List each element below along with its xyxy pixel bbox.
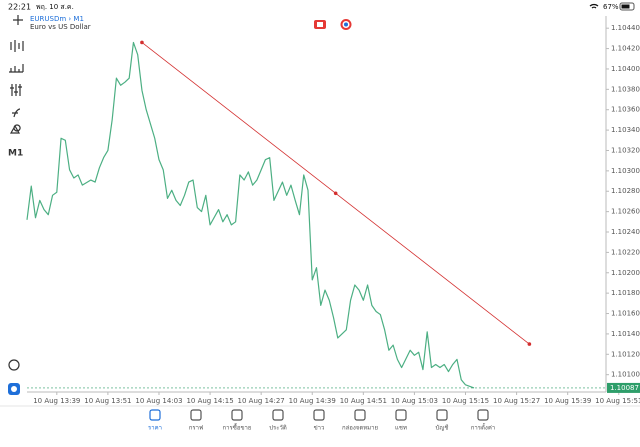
y-tick-label: 1.10140 (611, 330, 640, 338)
nav-label: ราคา (148, 425, 162, 432)
nav-icon (190, 409, 202, 421)
nav-icon (231, 409, 243, 421)
nav-icon (354, 409, 366, 421)
trendline-handle-mid (333, 191, 338, 196)
nav-label: ข่าว (314, 425, 325, 432)
y-tick-label: 1.10160 (611, 310, 640, 318)
nav-label: การตั้งค่า (471, 422, 495, 432)
y-tick-label: 1.10200 (611, 269, 640, 277)
status-battery: 67% (603, 3, 619, 11)
symbol-description: Euro vs US Dollar (30, 23, 91, 31)
x-tick-label: 10 Aug 15:51 (595, 397, 640, 405)
nav-icon (313, 409, 325, 421)
timeframe-button[interactable]: M1 (8, 149, 23, 159)
y-tick-label: 1.10260 (611, 208, 640, 216)
nav-label: กล่องจดหมาย (342, 425, 378, 432)
nav-icon (149, 409, 161, 421)
trendline-handle (527, 342, 532, 346)
nav-label: ประวัติ (269, 425, 287, 432)
x-tick-label: 10 Aug 14:51 (340, 397, 387, 405)
x-tick-label: 10 Aug 14:03 (135, 397, 182, 405)
nav-item[interactable]: ประวัติ (269, 409, 287, 432)
y-tick-label: 1.10340 (611, 126, 640, 134)
y-tick-label: 1.10400 (611, 65, 640, 73)
nav-item[interactable]: การตั้งค่า (471, 409, 495, 432)
x-tick-label: 10 Aug 15:03 (391, 397, 438, 405)
top-icons[interactable] (314, 19, 352, 30)
broker-logo (8, 383, 20, 395)
battery-icon (619, 2, 635, 11)
y-tick-label: 1.10300 (611, 167, 640, 175)
x-tick-label: 10 Aug 15:27 (493, 397, 540, 405)
nav-icon (395, 409, 407, 421)
x-tick-label: 10 Aug 13:39 (33, 397, 80, 405)
y-tick-label: 1.10180 (611, 289, 640, 297)
nav-item[interactable]: แชท (395, 409, 407, 432)
y-tick-label: 1.10220 (611, 248, 640, 256)
x-tick-label: 10 Aug 14:39 (289, 397, 336, 405)
nav-icon (436, 409, 448, 421)
nav-item[interactable]: บัญชี (436, 409, 449, 432)
x-tick-label: 10 Aug 14:15 (186, 397, 233, 405)
y-tick-label: 1.10280 (611, 187, 640, 195)
nav-item[interactable]: การซื้อขาย (223, 409, 252, 432)
nav-label: แชท (395, 425, 407, 432)
y-tick-label: 1.10380 (611, 85, 640, 93)
y-tick-label: 1.10440 (611, 24, 640, 32)
nav-label: บัญชี (436, 424, 449, 432)
nav-label: กราฟ (189, 425, 203, 432)
nav-item[interactable]: กราฟ (189, 409, 203, 432)
x-tick-label: 10 Aug 15:39 (544, 397, 591, 405)
wifi-icon (589, 3, 599, 9)
settings-tool[interactable] (10, 84, 22, 96)
objects-tool[interactable] (9, 124, 21, 134)
y-tick-label: 1.10240 (611, 228, 640, 236)
chart-type-tool[interactable] (10, 40, 24, 52)
trendline-handle (140, 40, 144, 45)
y-tick-label: 1.10360 (611, 106, 640, 114)
nav-icon (477, 409, 489, 421)
crosshair-tool[interactable] (13, 15, 23, 25)
x-tick-label: 10 Aug 15:15 (442, 397, 489, 405)
price-line (26, 41, 475, 389)
y-tick-label: 1.10420 (611, 45, 640, 53)
status-date: พฤ. 10 ส.ค. (36, 3, 74, 11)
nav-item[interactable]: ข่าว (313, 409, 325, 432)
nav-item[interactable]: กล่องจดหมาย (342, 409, 378, 432)
y-tick-label: 1.10100 (611, 371, 640, 379)
left-toolbar[interactable] (8, 15, 24, 371)
function-tool[interactable] (12, 108, 21, 118)
battery-level (621, 4, 630, 9)
current-price-box (607, 382, 640, 393)
x-tick-label: 10 Aug 14:27 (238, 397, 285, 405)
current-price-label: 1.10087 (610, 384, 639, 392)
analytics-tool[interactable] (8, 359, 20, 371)
y-tick-label: 1.10320 (611, 146, 640, 154)
indicators-tool[interactable] (9, 64, 24, 73)
symbol-name[interactable]: EURUSDm › M1 (30, 15, 84, 23)
status-time: 22:21 (8, 3, 31, 12)
nav-label: การซื้อขาย (223, 422, 252, 432)
x-tick-label: 10 Aug 13:51 (84, 397, 131, 405)
nav-icon (272, 409, 284, 421)
y-tick-label: 1.10120 (611, 350, 640, 358)
nav-item[interactable]: ราคา (148, 409, 162, 432)
